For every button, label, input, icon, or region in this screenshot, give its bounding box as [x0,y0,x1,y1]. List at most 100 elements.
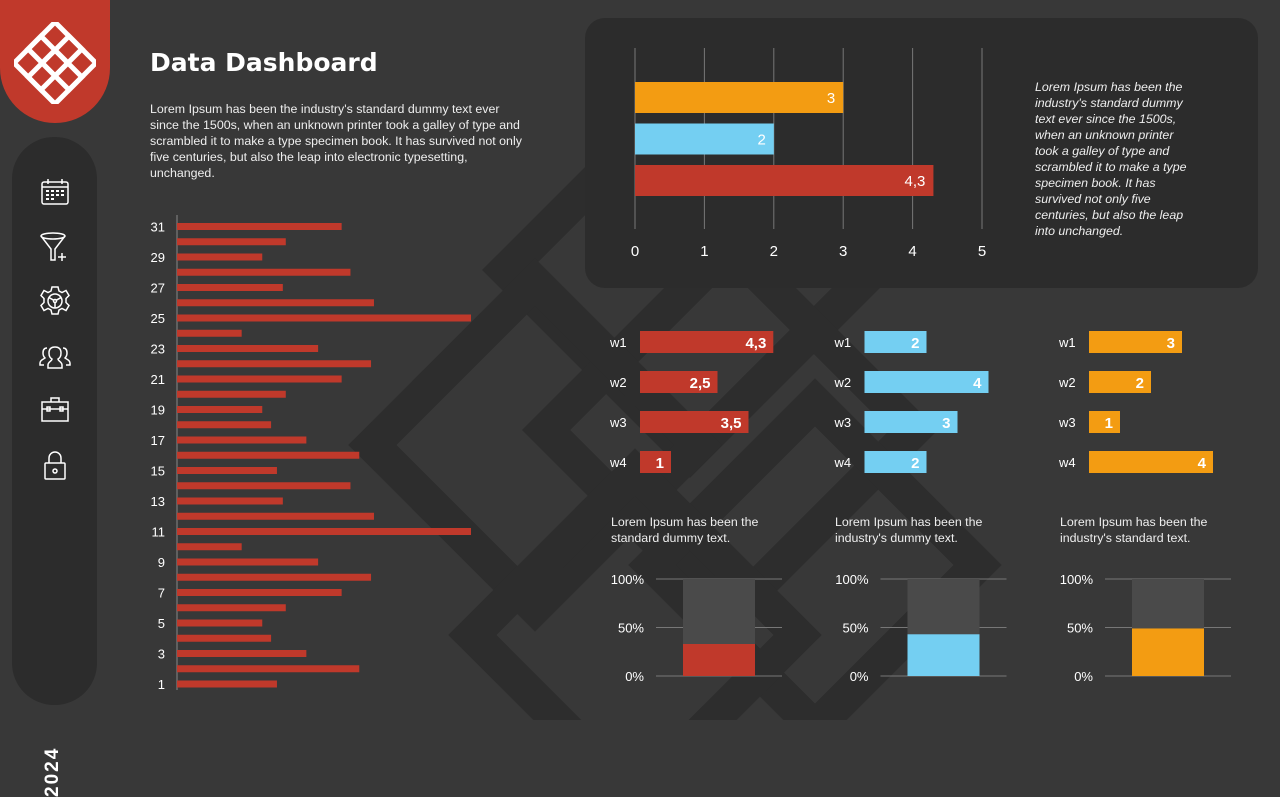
summary-bar [635,82,844,113]
y-tick-label: 9 [158,555,165,570]
week-bar [864,371,989,393]
sidebar: 2024 [12,137,97,797]
y-tick-label: 17 [151,433,165,448]
week-label: w3 [834,415,852,430]
bar-day-31 [177,223,342,230]
y-tick-label: 3 [158,647,165,662]
bar-day-6 [177,604,286,612]
x-tick-label: 3 [839,243,847,260]
week-bar [1089,371,1151,393]
y-tick-label: 100% [611,572,645,587]
progress-charts: 0% 50% 100% 0% 50% 100% 0% 50% 100% [611,572,1231,684]
calendar-icon[interactable] [39,176,71,208]
x-tick-label: 5 [978,243,986,260]
week-bar [864,331,927,353]
week-label: w4 [1058,455,1076,470]
bar-day-11 [177,528,471,535]
x-tick-label: 1 [700,243,708,260]
bar-day-4 [177,634,272,642]
y-tick-label: 50% [1067,621,1093,636]
gear-icon[interactable] [39,285,71,317]
bar-value-label: 4,3 [745,335,766,352]
bar-day-23 [177,345,319,352]
bar-day-10 [177,543,242,551]
week-label: w1 [834,335,852,350]
y-tick-label: 13 [151,494,165,509]
week-label: w3 [609,415,627,430]
y-tick-label: 7 [158,586,165,601]
bar-value-label: 3,5 [721,415,742,432]
bar-day-2 [177,665,360,673]
bar-value-label: 2 [757,132,765,149]
briefcase-icon[interactable] [39,394,71,426]
summary-bar-chart: 0 1 2 3 4 5 3 2 4,3 [631,48,986,260]
bar-day-18 [177,421,272,429]
x-tick-label: 0 [631,243,639,260]
week-label: w2 [834,375,852,390]
y-tick-label: 11 [152,525,166,540]
x-tick-label: 2 [770,243,778,260]
y-tick-label: 21 [151,372,165,387]
year-label: 2024 [42,746,63,797]
users-icon[interactable] [39,340,71,372]
week-label: w4 [609,455,627,470]
bar-value-label: 4,3 [905,173,926,190]
summary-bar [635,165,934,196]
weekly-bar-charts: w1 4,3 w2 2,5 w3 3,5 w4 1 w1 2 w2 4 w3 3 w4 2 w1 3 w2 2 w3 1 w… [609,331,1213,473]
bar-day-27 [177,284,283,291]
week-label: w1 [609,335,627,350]
bar-value-label: 2 [1136,375,1144,392]
bar-value-label: 2,5 [690,375,711,392]
bar-day-13 [177,497,283,505]
week-bar [640,331,774,353]
week-label: w2 [609,375,627,390]
bar-day-30 [177,238,286,246]
bar-value-label: 1 [656,455,664,472]
week-bar [1089,411,1120,433]
bar-value-label: 4 [1198,455,1207,472]
week-bar [864,411,958,433]
y-tick-label: 0% [625,669,644,684]
y-tick-label: 27 [151,281,165,296]
bar-value-label: 3 [942,415,950,432]
progress-caption-1: Lorem Ipsum has been the standard dummy … [611,515,759,545]
summary-note: Lorem Ipsum has been the industry's stan… [1035,80,1187,238]
bar-day-16 [177,451,360,459]
y-tick-label: 25 [151,311,165,326]
week-bar [640,411,749,433]
bar-day-21 [177,375,342,383]
funnel-add-icon[interactable] [39,231,71,263]
y-tick-label: 23 [151,342,165,357]
summary-bar [635,123,774,155]
week-label: w3 [1058,415,1076,430]
bar-day-14 [177,482,351,490]
y-tick-label: 31 [151,220,165,235]
bar-day-15 [177,467,277,474]
week-label: w2 [1058,375,1076,390]
bar-value-label: 1 [1105,415,1113,432]
bar-value-label: 4 [973,375,982,392]
week-bar [640,451,671,473]
lock-icon[interactable] [39,449,71,481]
bar-day-19 [177,406,263,413]
bar-value-label: 2 [911,335,919,352]
bar-day-9 [177,558,319,566]
bar-value-label: 3 [1167,335,1175,352]
bar-day-26 [177,299,374,307]
bar-value-label: 2 [911,455,919,472]
bar-day-3 [177,650,307,657]
progress-fill [907,634,980,676]
bar-day-5 [177,619,263,627]
bar-day-1 [177,680,277,688]
bar-day-24 [177,329,242,337]
y-tick-label: 100% [835,572,869,587]
progress-caption-3: Lorem Ipsum has been the industry's stan… [1060,515,1208,545]
bar-day-20 [177,390,286,398]
progress-caption-2: Lorem Ipsum has been the industry's dumm… [835,515,983,545]
bar-day-17 [177,436,307,444]
week-label: w1 [1058,335,1076,350]
y-tick-label: 15 [151,464,165,479]
bar-day-29 [177,253,263,261]
y-tick-label: 100% [1060,572,1094,587]
